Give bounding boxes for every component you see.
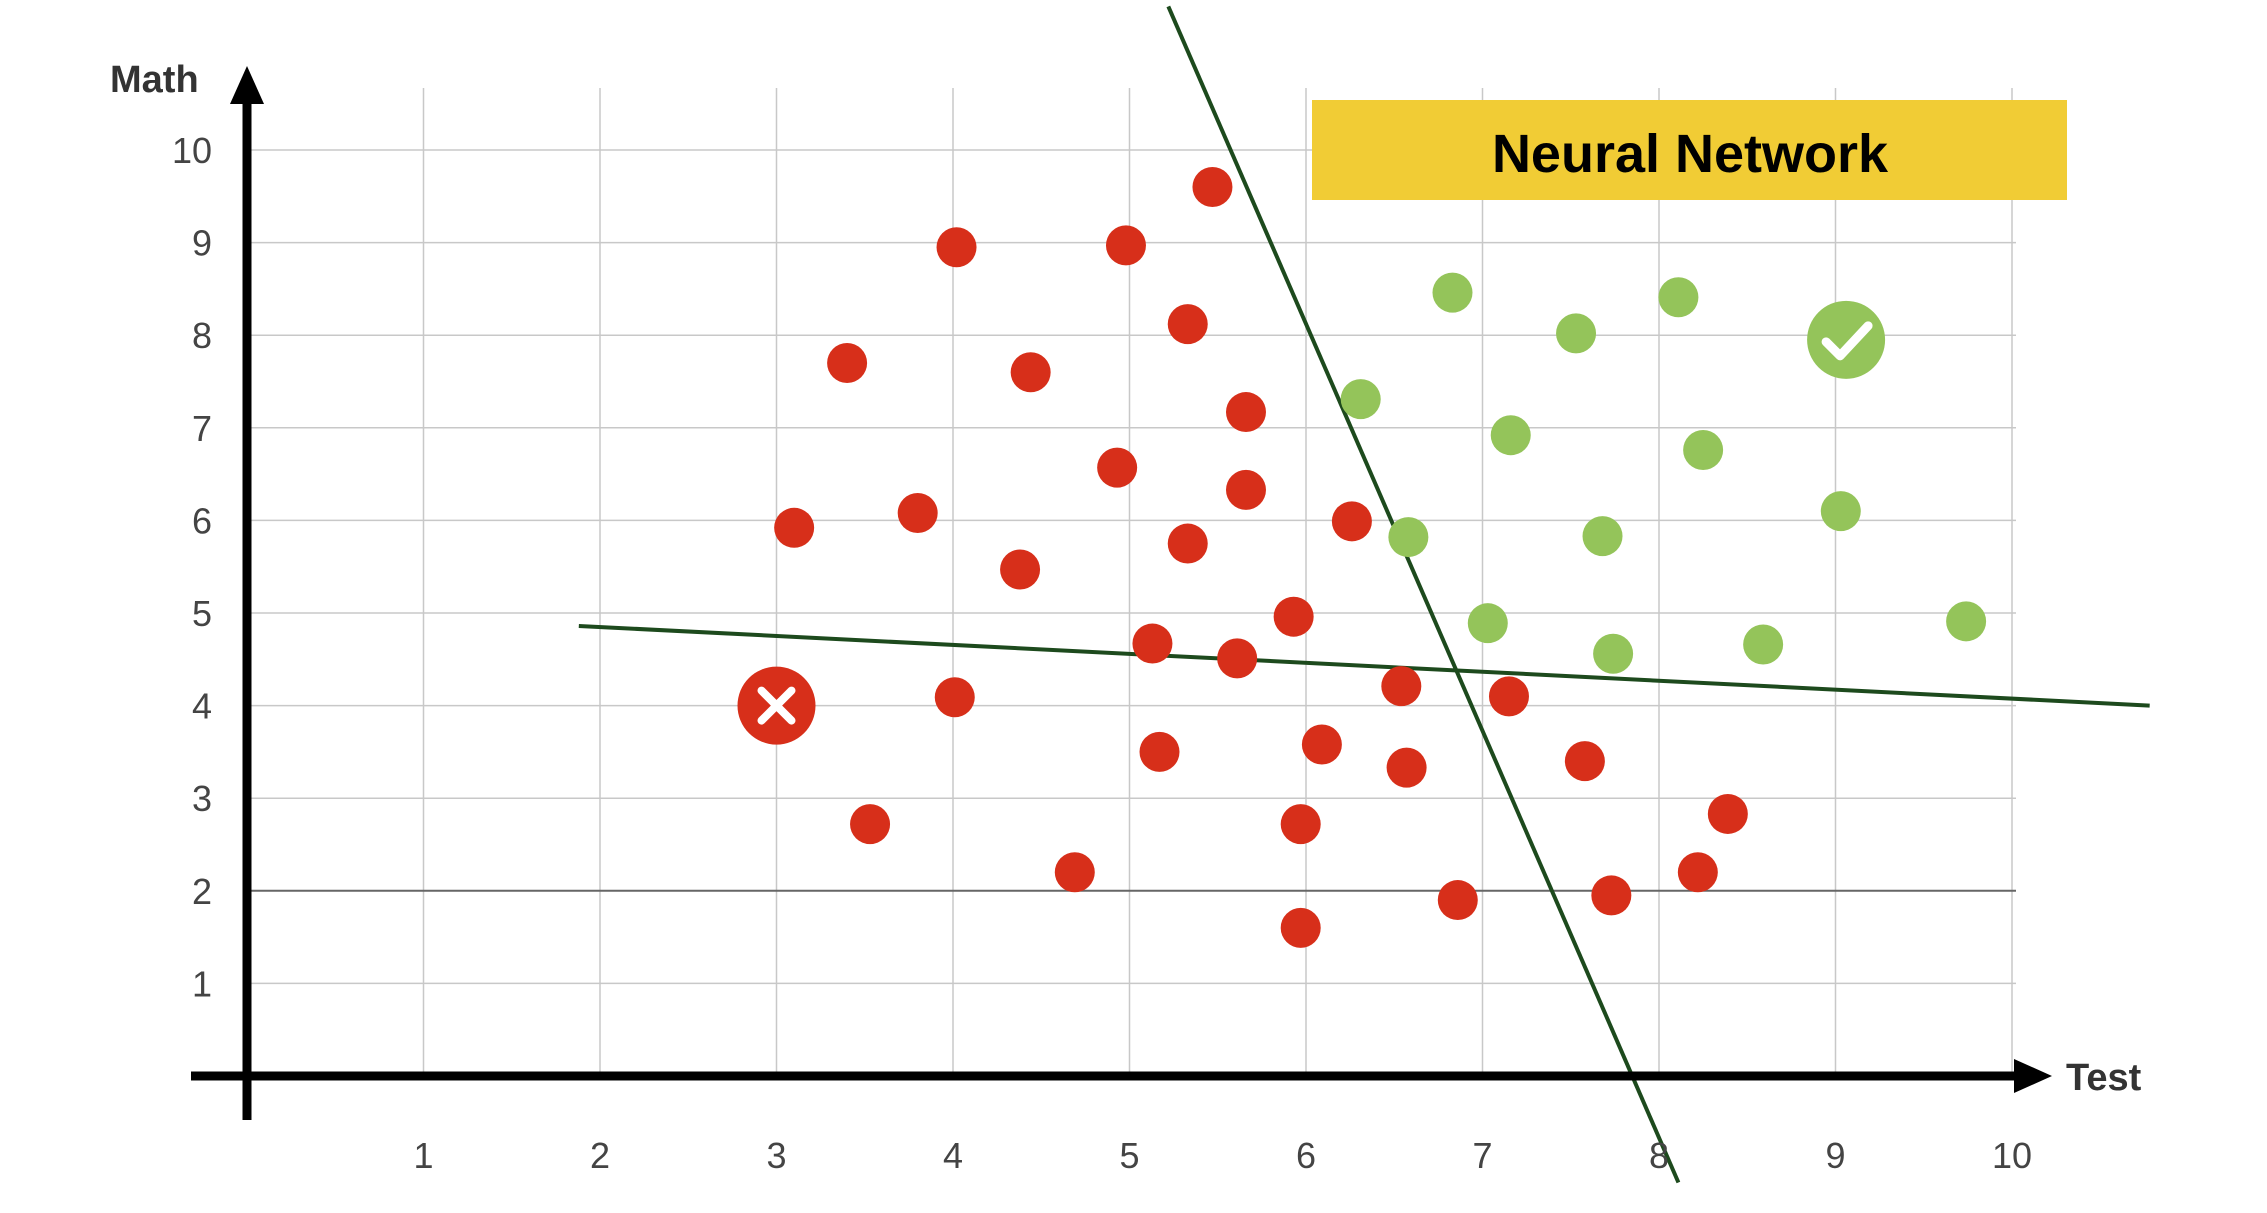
y-tick-label-5: 5 [192, 593, 212, 634]
red-point-17 [1217, 638, 1258, 679]
red-point-7 [1225, 392, 1266, 433]
red-point-30 [1437, 880, 1478, 921]
red-point-6 [1010, 352, 1051, 393]
y-tick-label-8: 8 [192, 315, 212, 356]
x-tick-label-1: 1 [413, 1135, 433, 1176]
x-tick-label-8: 8 [1649, 1135, 1669, 1176]
chart-title-banner: Neural Network [1312, 100, 2067, 200]
red-point-21 [1139, 731, 1180, 772]
chart-title: Neural Network [1492, 124, 1889, 184]
red-point-8 [1097, 447, 1138, 488]
red-point-29 [1677, 852, 1718, 893]
red-point-5 [827, 342, 868, 383]
x-tick-label-9: 9 [1825, 1135, 1845, 1176]
red-point-32 [1280, 907, 1321, 948]
pass-marker-circle [1807, 300, 1886, 379]
y-tick-label-3: 3 [192, 778, 212, 819]
red-point-9 [1225, 469, 1266, 510]
red-point-14 [1000, 549, 1041, 590]
red-point-18 [1381, 666, 1422, 707]
green-point-12 [1743, 624, 1784, 665]
red-point-28 [1707, 793, 1748, 834]
red-point-25 [850, 804, 891, 845]
data-points [774, 167, 1987, 948]
red-point-15 [1273, 596, 1314, 637]
y-tick-label-7: 7 [192, 408, 212, 449]
red-point-16 [1132, 623, 1173, 664]
y-tick-label-9: 9 [192, 223, 212, 264]
decision-line-2 [1166, 5, 1681, 1184]
decision-lines [578, 5, 2150, 1184]
green-point-2 [1658, 277, 1699, 318]
highlighted-points [737, 300, 1886, 745]
y-tick-label-4: 4 [192, 686, 212, 727]
decision-line-1 [578, 623, 2150, 708]
y-tick-label-6: 6 [192, 500, 212, 541]
pass-marker [1807, 300, 1886, 379]
green-point-1 [1432, 272, 1473, 313]
y-tick-label-10: 10 [172, 130, 212, 171]
x-tick-label-10: 10 [1992, 1135, 2032, 1176]
red-point-12 [1331, 501, 1372, 542]
red-point-24 [1564, 741, 1605, 782]
red-point-4 [1167, 304, 1208, 345]
green-point-4 [1340, 379, 1381, 420]
red-point-27 [1280, 804, 1321, 845]
green-point-8 [1582, 516, 1623, 557]
axes [191, 66, 2052, 1120]
y-tick-label-2: 2 [192, 871, 212, 912]
red-point-3 [1105, 225, 1146, 266]
y-axis-arrowhead [230, 66, 264, 104]
green-point-5 [1490, 415, 1531, 456]
y-tick-label-1: 1 [192, 963, 212, 1004]
green-point-3 [1556, 313, 1597, 354]
red-point-23 [1386, 747, 1427, 788]
red-point-22 [1301, 724, 1342, 765]
fail-marker [737, 666, 816, 745]
green-point-6 [1683, 430, 1724, 471]
x-tick-label-4: 4 [943, 1135, 963, 1176]
x-tick-label-3: 3 [766, 1135, 786, 1176]
y-axis-title: Math [110, 59, 199, 101]
tick-labels: 1 2 3 4 5 6 7 8 9 10 1 2 3 4 5 6 7 8 9 10 [172, 130, 2032, 1176]
red-point-20 [934, 677, 975, 718]
cross-icon [757, 686, 796, 725]
check-icon [1821, 321, 1873, 361]
red-point-26 [1054, 852, 1095, 893]
red-point-19 [1488, 676, 1529, 717]
green-point-13 [1946, 601, 1987, 642]
green-point-10 [1467, 603, 1508, 644]
green-point-11 [1593, 633, 1634, 674]
red-point-10 [774, 507, 815, 548]
red-point-11 [897, 492, 938, 533]
x-axis-arrowhead [2014, 1059, 2052, 1093]
x-axis-title: Test [2066, 1057, 2142, 1099]
red-point-31 [1591, 875, 1632, 916]
x-tick-label-6: 6 [1296, 1135, 1316, 1176]
x-tick-label-5: 5 [1119, 1135, 1139, 1176]
green-point-9 [1820, 491, 1861, 532]
red-point-13 [1167, 523, 1208, 564]
red-point-2 [936, 227, 977, 268]
green-point-7 [1388, 517, 1429, 558]
title-banner-background [1312, 100, 2067, 200]
x-tick-label-2: 2 [590, 1135, 610, 1176]
x-tick-label-7: 7 [1472, 1135, 1492, 1176]
red-point-1 [1192, 167, 1233, 208]
